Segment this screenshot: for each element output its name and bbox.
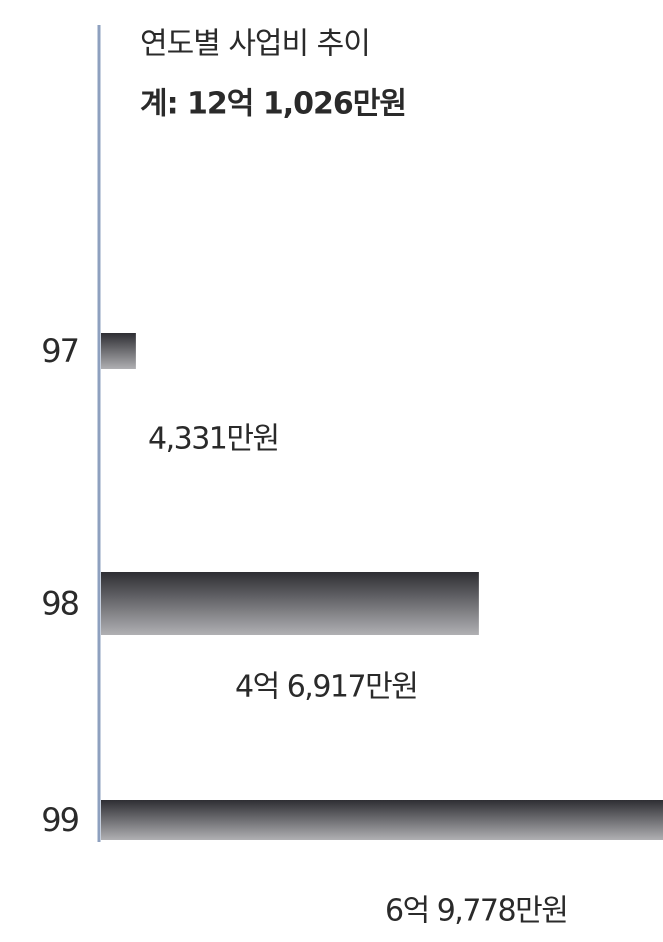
chart-subtitle: 계: 12억 1,026만원 <box>140 87 406 122</box>
data-label: 4,331만원 <box>148 422 279 457</box>
y-tick-label: 99 <box>41 801 78 839</box>
bar <box>101 572 479 635</box>
data-label: 4억 6,917만원 <box>235 670 417 705</box>
chart-title: 연도별 사업비 추이 <box>140 27 370 62</box>
data-label: 6억 9,778만원 <box>385 894 567 929</box>
bar <box>101 800 663 840</box>
y-tick-label: 98 <box>41 585 78 623</box>
y-tick-label: 97 <box>41 332 78 370</box>
bar <box>101 333 136 369</box>
